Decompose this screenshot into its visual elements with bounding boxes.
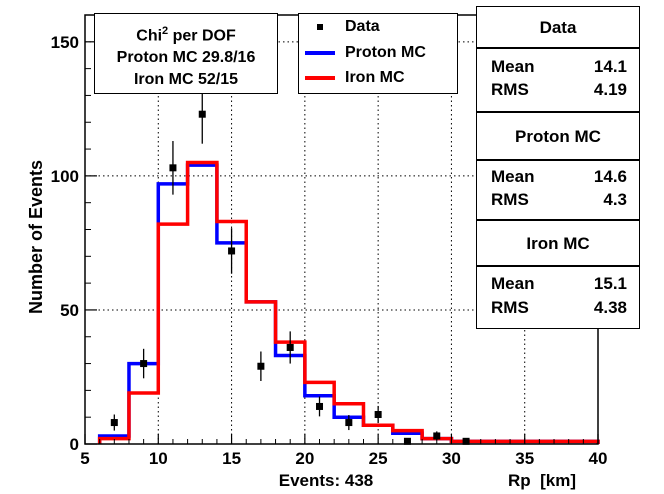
y-tick-label: 50 [60, 301, 79, 320]
data-point [169, 164, 177, 172]
data-point [198, 110, 206, 118]
stats-rms-value: 4.3 [603, 190, 627, 209]
legend-line-proton [305, 51, 335, 55]
data-point [110, 419, 118, 427]
histogram-series [97, 160, 600, 444]
stats-rms-value: 4.19 [593, 80, 627, 99]
x-tick-label: 15 [222, 449, 241, 468]
chi-title-suffix: per DOF [168, 27, 236, 45]
data-point [345, 419, 353, 427]
y-tick-label: 150 [51, 33, 79, 52]
chi-proton: Proton MC 29.8/16 [116, 49, 256, 67]
legend-line-iron [305, 76, 335, 80]
stats-rms-label: RMS [491, 80, 529, 99]
stats-body-proton: Mean 14.6 RMS 4.3 [476, 160, 640, 220]
legend-entry-iron: Iron MC [305, 67, 405, 89]
data-point [257, 362, 265, 370]
data-point [433, 432, 441, 440]
y-tick-label: 100 [51, 167, 79, 186]
data-points [110, 84, 470, 445]
data-point [286, 343, 294, 351]
x-tick-label: 10 [149, 449, 168, 468]
stats-mean-value: 15.1 [593, 274, 627, 293]
data-point [316, 402, 324, 410]
data-point [140, 360, 148, 368]
data-point [374, 411, 382, 419]
x-tick-label: 40 [589, 449, 608, 468]
stats-title-data: Data [476, 6, 640, 48]
chi-title-sup: 2 [162, 25, 169, 37]
stats-body-iron: Mean 15.1 RMS 4.38 [476, 266, 640, 329]
x-tick-label: 35 [515, 449, 534, 468]
events-footer: Events: 438 [279, 471, 374, 490]
axis-ticks: 5 10 15 20 25 30 35 40 0 50 100 150 [51, 33, 608, 468]
stats-mean-value: 14.6 [593, 167, 627, 186]
x-tick-label: 20 [295, 449, 314, 468]
data-point [228, 247, 236, 255]
legend-entry-proton: Proton MC [305, 42, 426, 64]
y-axis-label: Number of Events [26, 160, 46, 314]
legend-label-proton: Proton MC [345, 44, 426, 61]
chi-square-box: Chi2 per DOF Proton MC 29.8/16 Iron MC 5… [94, 13, 278, 94]
legend-label-iron: Iron MC [345, 69, 405, 86]
chi-title: Chi2 per DOF [95, 20, 277, 47]
legend-label-data: Data [345, 18, 380, 35]
legend: Data Proton MC Iron MC [298, 13, 458, 94]
stats-title-iron: Iron MC [476, 220, 640, 266]
stats-rms-label: RMS [491, 298, 529, 317]
stats-panel: Data Mean 14.1 RMS 4.19 Proton MC Mean 14.6… [476, 6, 640, 329]
x-tick-label: 30 [442, 449, 461, 468]
chi-iron: Iron MC 52/15 [133, 71, 239, 89]
stats-mean-label: Mean [491, 57, 535, 76]
x-axis-label: Rp [km] [508, 471, 576, 490]
x-tick-label: 25 [369, 449, 388, 468]
iron-mc-histogram [97, 160, 600, 444]
stats-mean-value: 14.1 [593, 57, 627, 76]
stats-rms-value: 4.38 [593, 298, 627, 317]
y-tick-label: 0 [70, 435, 79, 454]
chi-title-prefix: Chi [136, 27, 163, 45]
stats-body-data: Mean 14.1 RMS 4.19 [476, 48, 640, 112]
stats-title-proton: Proton MC [476, 112, 640, 160]
legend-entry-data: Data [305, 16, 380, 38]
x-tick-label: 5 [80, 449, 89, 468]
stats-mean-label: Mean [491, 167, 535, 186]
stats-mean-label: Mean [491, 274, 535, 293]
stats-rms-label: RMS [491, 190, 529, 209]
legend-marker-data [305, 24, 335, 30]
